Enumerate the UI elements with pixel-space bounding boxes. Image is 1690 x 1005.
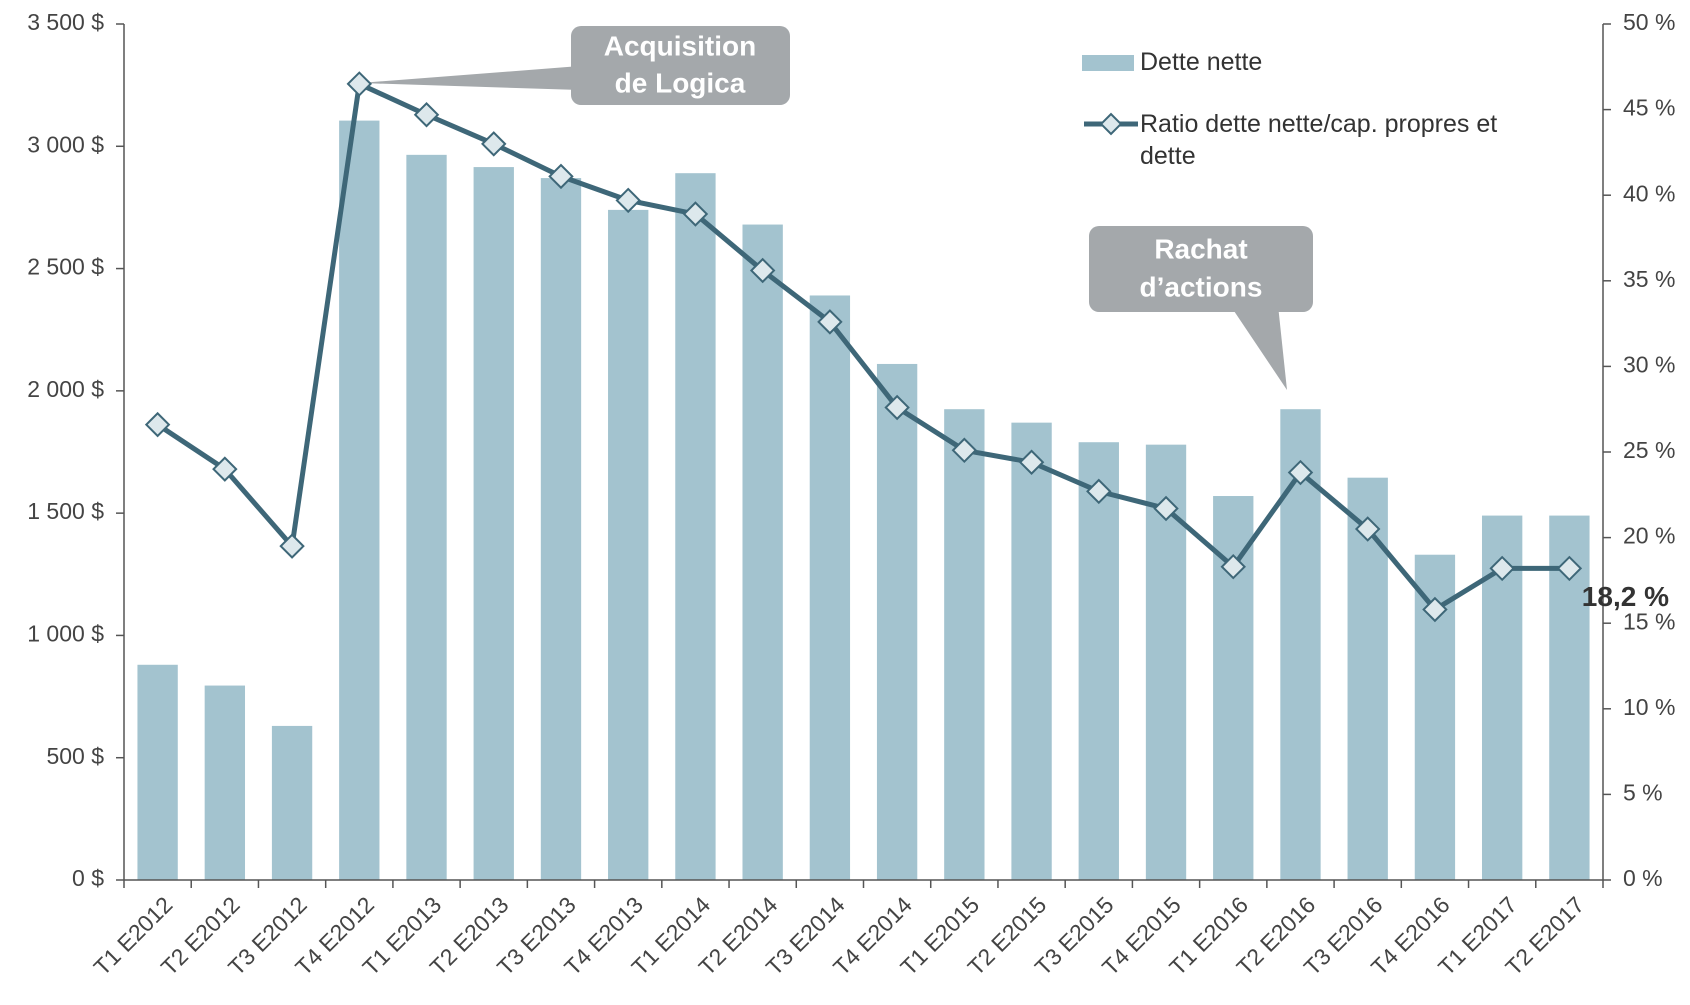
marker bbox=[1220, 553, 1246, 580]
legend-swatch bbox=[1082, 55, 1134, 72]
y-tick-label: 2 000 $ bbox=[27, 376, 104, 402]
y2-tick-label: 10 % bbox=[1623, 694, 1675, 720]
bar bbox=[204, 685, 246, 880]
marker bbox=[1086, 478, 1112, 505]
callout-box bbox=[1089, 226, 1313, 312]
bar bbox=[540, 178, 582, 880]
y-tick-label: 2 500 $ bbox=[27, 254, 104, 280]
bar bbox=[1078, 442, 1119, 880]
y-tick-label: 3 000 $ bbox=[27, 131, 104, 157]
bar bbox=[339, 120, 380, 880]
bar bbox=[809, 295, 851, 881]
y2-tick-label: 45 % bbox=[1623, 95, 1675, 121]
y-tick-label: 0 $ bbox=[72, 865, 104, 891]
marker bbox=[1018, 449, 1045, 475]
line bbox=[156, 81, 1570, 613]
marker bbox=[481, 131, 507, 157]
bar bbox=[406, 154, 447, 881]
data-label: 18,2 % bbox=[1582, 581, 1669, 612]
bar bbox=[608, 209, 649, 881]
marker bbox=[682, 201, 709, 227]
y2-tick-label: 40 % bbox=[1623, 180, 1675, 206]
bar bbox=[473, 167, 514, 880]
annotation: de Logica bbox=[615, 67, 746, 98]
marker bbox=[1556, 555, 1583, 582]
marker bbox=[413, 102, 440, 128]
marker bbox=[279, 533, 305, 559]
bar bbox=[271, 725, 313, 880]
bar bbox=[876, 363, 918, 880]
marker bbox=[615, 187, 641, 214]
annotation: d’actions bbox=[1140, 271, 1263, 302]
y-tick-label: 1 000 $ bbox=[27, 621, 104, 647]
marker bbox=[1287, 459, 1314, 486]
marker bbox=[1422, 596, 1448, 623]
marker bbox=[1489, 555, 1515, 582]
legend-swatch bbox=[1084, 112, 1138, 136]
legend-item: Dette nette bbox=[1082, 46, 1262, 78]
legend-label: Dette nette bbox=[1140, 48, 1263, 76]
y2-tick-label: 25 % bbox=[1623, 437, 1675, 463]
marker bbox=[144, 411, 171, 438]
marker bbox=[212, 456, 238, 482]
marker bbox=[817, 309, 843, 335]
marker bbox=[346, 71, 373, 97]
marker bbox=[951, 437, 978, 464]
y2-tick-label: 35 % bbox=[1623, 266, 1675, 292]
marker bbox=[749, 257, 776, 284]
marker bbox=[1354, 516, 1381, 542]
marker bbox=[1153, 495, 1179, 522]
y-tick-label: 1 500 $ bbox=[27, 498, 104, 524]
callout-pointer bbox=[360, 66, 580, 90]
y2-tick-label: 30 % bbox=[1623, 351, 1675, 377]
legend-label: Ratio dette nette/cap. propres et dette bbox=[1140, 110, 1498, 170]
annotation: Acquisition bbox=[604, 30, 756, 61]
marker bbox=[884, 394, 910, 421]
y2-tick-label: 15 % bbox=[1623, 608, 1675, 634]
annotation: Rachat bbox=[1154, 233, 1247, 264]
callout-box bbox=[571, 26, 790, 105]
y2-tick-label: 0 % bbox=[1623, 865, 1663, 891]
callout-pointer bbox=[1230, 305, 1287, 390]
y-tick-label: 3 500 $ bbox=[27, 9, 104, 35]
bar bbox=[1011, 422, 1052, 880]
y2-tick-label: 50 % bbox=[1623, 9, 1675, 35]
marker bbox=[548, 163, 574, 190]
bar bbox=[137, 664, 178, 880]
y2-tick-label: 5 % bbox=[1623, 779, 1663, 805]
bar bbox=[742, 224, 783, 880]
legend-item: Ratio dette nette/cap. propres et dette bbox=[1082, 108, 1542, 172]
bar bbox=[944, 409, 985, 880]
bar bbox=[675, 173, 716, 880]
y2-tick-label: 20 % bbox=[1623, 523, 1675, 549]
y-tick-label: 500 $ bbox=[46, 743, 104, 769]
